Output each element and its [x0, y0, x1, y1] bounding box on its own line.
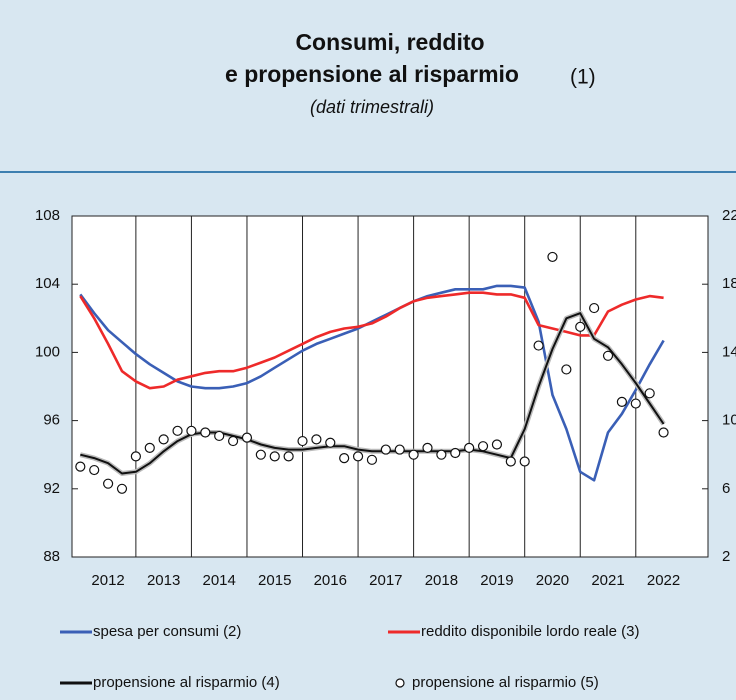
x-tick-label: 2018 — [425, 572, 458, 589]
legend-marker — [395, 678, 405, 688]
data-point — [297, 435, 308, 447]
y-tick-label: 96 — [43, 412, 60, 429]
data-point — [311, 434, 322, 445]
y-tick-label: 108 — [35, 207, 60, 224]
y2-tick-label: 2 — [722, 548, 730, 565]
data-point — [75, 461, 86, 472]
series-line — [79, 284, 665, 482]
data-point — [186, 425, 197, 436]
data-point — [158, 434, 169, 445]
data-point — [491, 439, 503, 450]
subtitle: (dati trimestrali) — [310, 97, 434, 117]
data-point — [394, 444, 405, 455]
data-point — [214, 430, 225, 442]
data-point — [283, 451, 294, 462]
data-point — [505, 456, 516, 467]
y2-tick-label: 10 — [722, 412, 736, 429]
chart-title: Consumi, reddito — [295, 29, 484, 55]
y2-tick-label: 6 — [722, 480, 730, 497]
data-point — [533, 340, 544, 351]
plot-area — [71, 215, 709, 558]
y2-tick-label: 22 — [722, 207, 736, 224]
chart-title: e propensione al risparmio — [225, 61, 519, 87]
x-tick-label: 2019 — [480, 572, 513, 589]
data-point — [616, 396, 628, 407]
data-point — [450, 447, 461, 459]
data-point — [575, 321, 586, 332]
data-point — [602, 350, 614, 361]
data-point — [339, 453, 350, 464]
y-tick-label: 92 — [43, 480, 60, 497]
x-tick-label: 2021 — [591, 572, 624, 589]
data-point — [130, 451, 141, 462]
legend-label: propensione al risparmio (4) — [93, 674, 280, 691]
x-tick-label: 2014 — [203, 572, 236, 589]
data-point — [255, 449, 266, 460]
data-point — [408, 449, 419, 460]
data-point — [325, 437, 336, 448]
data-point — [241, 432, 253, 443]
legend-label: propensione al risparmio (5) — [412, 674, 599, 691]
data-point — [422, 442, 433, 453]
data-point — [103, 478, 114, 489]
x-tick-label: 2012 — [91, 572, 124, 589]
x-tick-label: 2013 — [147, 572, 180, 589]
y-tick-label: 88 — [43, 548, 60, 565]
data-point — [477, 441, 489, 452]
data-point — [116, 483, 128, 494]
y2-tick-label: 18 — [722, 275, 736, 292]
data-point — [547, 251, 558, 263]
x-tick-label: 2022 — [647, 572, 680, 589]
data-point — [561, 364, 572, 375]
data-point — [630, 398, 641, 409]
y-tick-label: 104 — [35, 275, 60, 292]
data-point — [89, 464, 100, 476]
data-point — [380, 444, 391, 455]
data-point — [352, 451, 364, 462]
data-point — [144, 442, 155, 453]
legend-label: reddito disponibile lordo reale (3) — [421, 623, 639, 640]
y2-tick-label: 14 — [722, 343, 736, 360]
data-point — [464, 442, 475, 453]
x-tick-label: 2015 — [258, 572, 291, 589]
data-point — [519, 456, 530, 467]
y-tick-label: 100 — [35, 343, 60, 360]
series-line — [79, 291, 664, 390]
data-point — [658, 427, 669, 438]
data-point — [172, 425, 183, 436]
data-point — [366, 454, 378, 465]
x-tick-label: 2016 — [314, 572, 347, 589]
data-point — [436, 449, 447, 460]
legend-label: spesa per consumi (2) — [93, 623, 241, 640]
title-ref: (1) — [570, 66, 596, 89]
data-point — [269, 451, 280, 462]
series-line — [80, 312, 665, 475]
x-tick-label: 2020 — [536, 572, 569, 589]
x-tick-label: 2017 — [369, 572, 402, 589]
data-point — [227, 435, 239, 447]
data-point — [589, 302, 600, 314]
data-point — [644, 388, 655, 399]
data-point — [200, 427, 211, 438]
